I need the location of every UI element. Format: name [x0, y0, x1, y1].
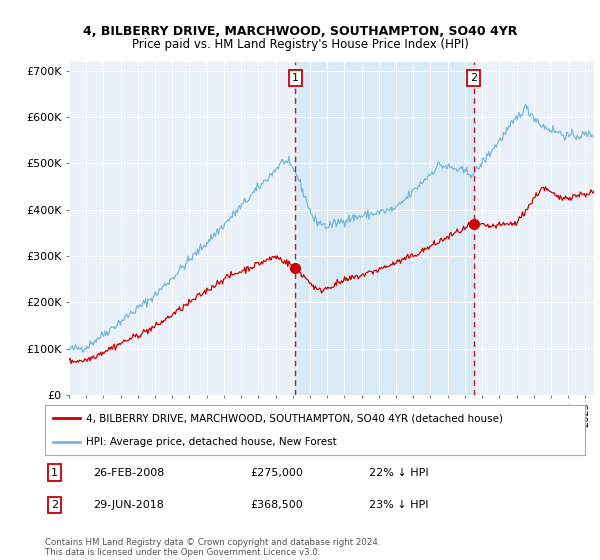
- Text: Price paid vs. HM Land Registry's House Price Index (HPI): Price paid vs. HM Land Registry's House …: [131, 38, 469, 51]
- Text: 29-JUN-2018: 29-JUN-2018: [94, 500, 164, 510]
- Text: 2: 2: [470, 73, 477, 83]
- Text: 22% ↓ HPI: 22% ↓ HPI: [369, 468, 428, 478]
- Text: 1: 1: [51, 468, 58, 478]
- Text: 23% ↓ HPI: 23% ↓ HPI: [369, 500, 428, 510]
- Text: Contains HM Land Registry data © Crown copyright and database right 2024.
This d: Contains HM Land Registry data © Crown c…: [45, 538, 380, 557]
- Text: 2: 2: [51, 500, 58, 510]
- Text: HPI: Average price, detached house, New Forest: HPI: Average price, detached house, New …: [86, 437, 336, 447]
- Text: 26-FEB-2008: 26-FEB-2008: [94, 468, 165, 478]
- Text: 1: 1: [292, 73, 299, 83]
- Bar: [295, 62, 473, 395]
- Text: £275,000: £275,000: [250, 468, 303, 478]
- Text: 4, BILBERRY DRIVE, MARCHWOOD, SOUTHAMPTON, SO40 4YR: 4, BILBERRY DRIVE, MARCHWOOD, SOUTHAMPTO…: [83, 25, 517, 38]
- Text: £368,500: £368,500: [250, 500, 303, 510]
- Text: 4, BILBERRY DRIVE, MARCHWOOD, SOUTHAMPTON, SO40 4YR (detached house): 4, BILBERRY DRIVE, MARCHWOOD, SOUTHAMPTO…: [86, 413, 503, 423]
